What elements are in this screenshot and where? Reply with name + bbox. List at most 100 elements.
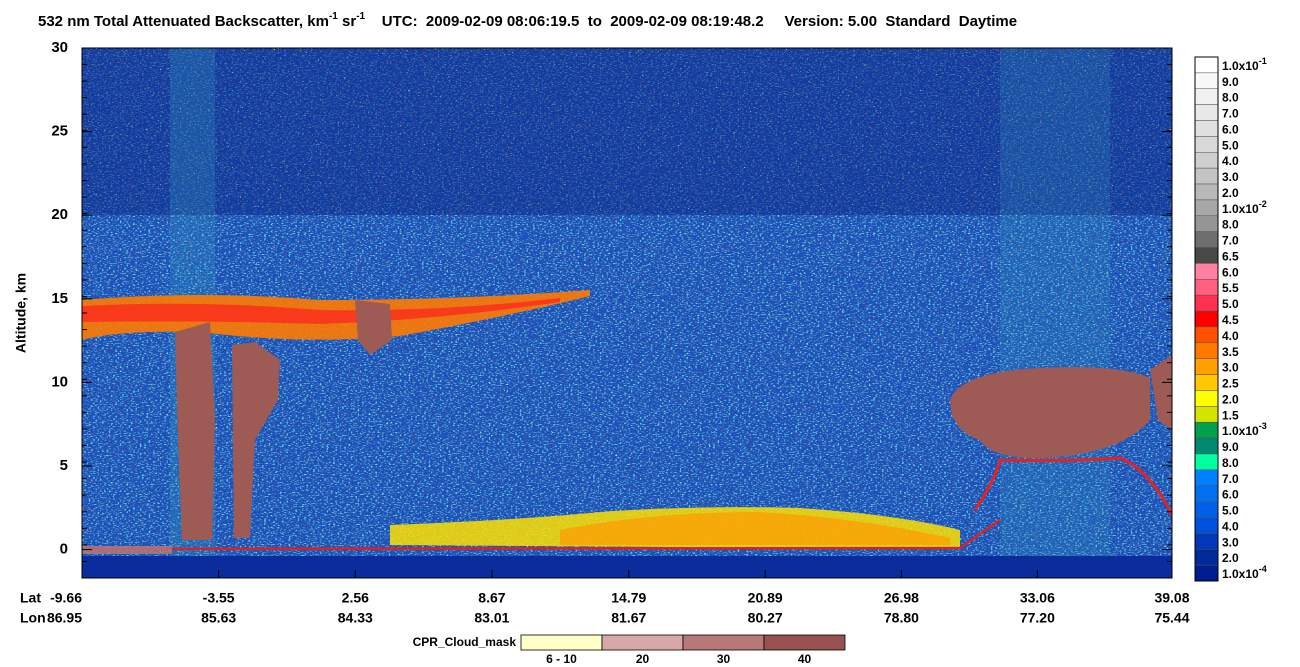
x-tick-label: -3.55 xyxy=(203,590,235,606)
colorbar-label: 5.0 xyxy=(1222,139,1239,153)
title-text: UTC: 2009-02-09 08:06:19.5 to 2009-02-09… xyxy=(365,13,1017,30)
colorbar-label-text: 7.0 xyxy=(1222,107,1239,121)
cloud-mask-swatch xyxy=(520,634,603,651)
colorbar-swatch xyxy=(1194,390,1219,407)
y-tick-label: 15 xyxy=(51,290,68,307)
colorbar-swatch xyxy=(1194,231,1219,248)
x-row-label: Lon xyxy=(20,610,46,626)
colorbar-label-text: 1.0x10 xyxy=(1222,424,1259,438)
colorbar-label-text: 5.5 xyxy=(1222,281,1239,295)
lon-label: 75.44 xyxy=(1154,610,1189,626)
colorbar-label: 1.0x10-1 xyxy=(1222,56,1267,73)
colorbar-label: 2.5 xyxy=(1222,377,1239,391)
y-tick-label: 0 xyxy=(60,541,68,558)
cloud-mask-label: 40 xyxy=(798,652,812,666)
colorbar-label-text: 6.0 xyxy=(1222,123,1239,137)
cpr-cloud xyxy=(950,367,1150,458)
colorbar-label: 7.0 xyxy=(1222,234,1239,248)
colorbar-label: 6.0 xyxy=(1222,266,1239,280)
colorbar-swatch xyxy=(1194,406,1219,423)
x-tick-label: 39.08 xyxy=(1154,590,1189,606)
colorbar-label: 3.0 xyxy=(1222,361,1239,375)
cloud-mask-swatch xyxy=(601,634,684,651)
colorbar-label: 1.0x10-3 xyxy=(1222,422,1267,439)
colorbar-swatch xyxy=(1194,564,1219,582)
colorbar-swatch xyxy=(1194,485,1219,502)
colorbar-label-text: 8.0 xyxy=(1222,456,1239,470)
colorbar: 1.0x10-19.08.07.06.05.04.03.02.01.0x10-2… xyxy=(1194,56,1267,582)
lon-label: 81.67 xyxy=(611,610,646,626)
colorbar-label-text: 3.0 xyxy=(1222,535,1239,549)
colorbar-label: 3.0 xyxy=(1222,535,1239,549)
chart-title: 532 nm Total Attenuated Backscatter, km-… xyxy=(38,11,1017,30)
colorbar-label-text: 5.0 xyxy=(1222,504,1239,518)
x-tick-label: 20.89 xyxy=(748,590,783,606)
x-tick-label: -9.66 xyxy=(50,590,82,606)
lon-label: 83.01 xyxy=(474,610,509,626)
colorbar-swatch xyxy=(1194,533,1219,550)
cloud-mask-label: 30 xyxy=(717,652,731,666)
colorbar-label-text: 2.0 xyxy=(1222,393,1239,407)
title-sup: -1 xyxy=(356,11,365,22)
colorbar-label-text: 2.0 xyxy=(1222,186,1239,200)
colorbar-label-text: 6.0 xyxy=(1222,266,1239,280)
lon-label: 84.33 xyxy=(338,610,373,626)
colorbar-swatch xyxy=(1194,152,1219,169)
colorbar-label-text: 1.0x10 xyxy=(1222,202,1259,216)
colorbar-label: 1.0x10-4 xyxy=(1222,564,1267,581)
cirrus xyxy=(82,298,560,324)
colorbar-label: 6.0 xyxy=(1222,488,1239,502)
colorbar-label-text: 5.0 xyxy=(1222,297,1239,311)
title-text: sr xyxy=(338,13,357,30)
cpr-cloud xyxy=(175,322,215,540)
colorbar-label: 9.0 xyxy=(1222,75,1239,89)
colorbar-swatch xyxy=(1194,56,1219,74)
colorbar-label-text: 3.0 xyxy=(1222,170,1239,184)
colorbar-label: 3.5 xyxy=(1222,345,1239,359)
y-tick-label: 25 xyxy=(51,123,68,140)
colorbar-label: 2.0 xyxy=(1222,551,1239,565)
colorbar-label: 6.0 xyxy=(1222,123,1239,137)
x-tick-label: 2.56 xyxy=(342,590,369,606)
colorbar-label-exp: -4 xyxy=(1259,564,1267,574)
cpr-cloud xyxy=(1150,355,1172,430)
colorbar-frame xyxy=(1194,56,1219,582)
colorbar-label-text: 7.0 xyxy=(1222,472,1239,486)
backscatter-image xyxy=(82,48,1172,578)
colorbar-label: 7.0 xyxy=(1222,107,1239,121)
y-tick-label: 5 xyxy=(60,457,68,474)
colorbar-swatch xyxy=(1194,247,1219,264)
colorbar-label: 1.0x10-2 xyxy=(1222,199,1267,216)
colorbar-swatch xyxy=(1194,437,1219,455)
colorbar-swatch xyxy=(1194,199,1219,217)
colorbar-label: 2.0 xyxy=(1222,186,1239,200)
colorbar-label-exp: -1 xyxy=(1259,56,1267,66)
x-tick-label: 8.67 xyxy=(478,590,505,606)
surface-return xyxy=(82,518,1001,551)
x-row-label: Lat xyxy=(20,590,41,606)
colorbar-swatch xyxy=(1194,358,1219,375)
colorbar-swatch xyxy=(1194,342,1219,359)
colorbar-label: 2.0 xyxy=(1222,393,1239,407)
colorbar-label: 7.0 xyxy=(1222,472,1239,486)
colorbar-swatch xyxy=(1194,279,1219,296)
colorbar-label: 8.0 xyxy=(1222,218,1239,232)
y-tick-label: 20 xyxy=(51,206,68,223)
x-tick-label: 14.79 xyxy=(611,590,646,606)
lon-label: 78.80 xyxy=(884,610,919,626)
colorbar-swatch xyxy=(1194,120,1219,137)
colorbar-swatch xyxy=(1194,517,1219,534)
lon-label: 86.95 xyxy=(47,610,82,626)
x-tick-label: 33.06 xyxy=(1020,590,1055,606)
y-tick-label: 10 xyxy=(51,373,68,390)
colorbar-label: 4.0 xyxy=(1222,520,1239,534)
colorbar-swatch xyxy=(1194,183,1219,201)
lon-label: 80.27 xyxy=(748,610,783,626)
colorbar-label-text: 2.5 xyxy=(1222,377,1239,391)
colorbar-swatch xyxy=(1194,374,1219,391)
colorbar-label-text: 8.0 xyxy=(1222,91,1239,105)
colorbar-label-text: 4.0 xyxy=(1222,329,1239,343)
colorbar-label-text: 3.0 xyxy=(1222,361,1239,375)
colorbar-swatch xyxy=(1194,453,1219,471)
